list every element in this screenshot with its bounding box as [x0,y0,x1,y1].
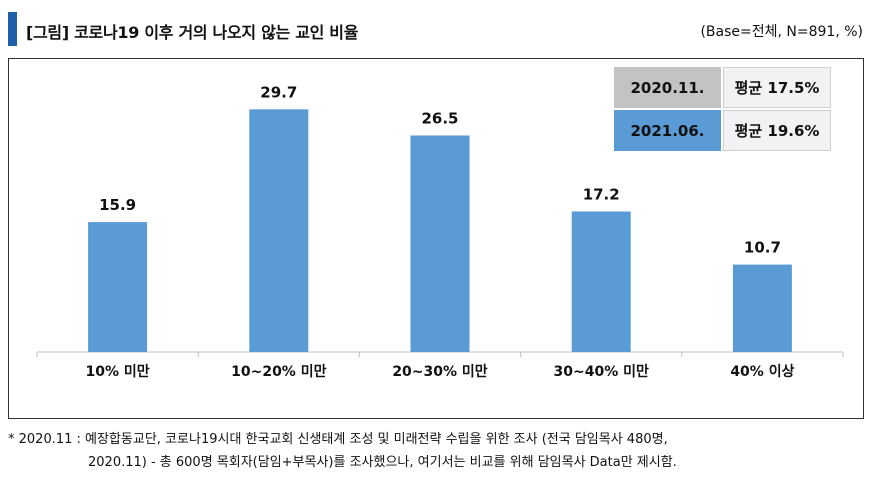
base-note: (Base=전체, N=891, %) [700,24,863,40]
legend-period-2021: 2021.06. [614,110,721,151]
category-label: 10~20% 미만 [231,364,326,380]
data-label: 10.7 [744,239,781,257]
data-label: 17.2 [583,185,620,203]
bar [249,109,309,353]
bar [732,264,792,352]
data-label: 29.7 [260,83,297,101]
bar-chart: 15.9 10% 미만 29.7 10~20% 미만 26.5 20~30% 미만 17.2… [36,83,844,380]
legend-average-2021: 평균 19.6% [723,110,831,151]
data-label: 15.9 [99,196,136,214]
category-label: 30~40% 미만 [554,364,649,380]
footnote-line-1: * 2020.11 : 예장합동교단, 코로나19시대 한국교회 신생태계 조성… [8,432,668,447]
bar [88,222,148,352]
chart-frame: 15.9 10% 미만 29.7 10~20% 미만 26.5 20~30% 미만 17.2… [8,58,864,419]
legend-average-2020: 평균 17.5% [723,67,831,108]
bar [571,211,631,352]
title-accent-bar [8,12,17,46]
category-label: 20~30% 미만 [392,364,487,380]
data-label: 26.5 [421,109,458,127]
footnote: * 2020.11 : 예장합동교단, 코로나19시대 한국교회 신생태계 조성… [8,428,868,474]
legend-period-2020: 2020.11. [614,67,721,108]
bar [410,135,470,352]
category-label: 10% 미만 [86,364,150,380]
page-title: [그림] 코로나19 이후 거의 나오지 않는 교인 비율 [26,23,359,42]
category-label: 40% 이상 [730,363,794,380]
footnote-line-2: 2020.11) - 총 600명 목회자(담임+부목사)를 조사했으나, 여기… [88,455,677,470]
